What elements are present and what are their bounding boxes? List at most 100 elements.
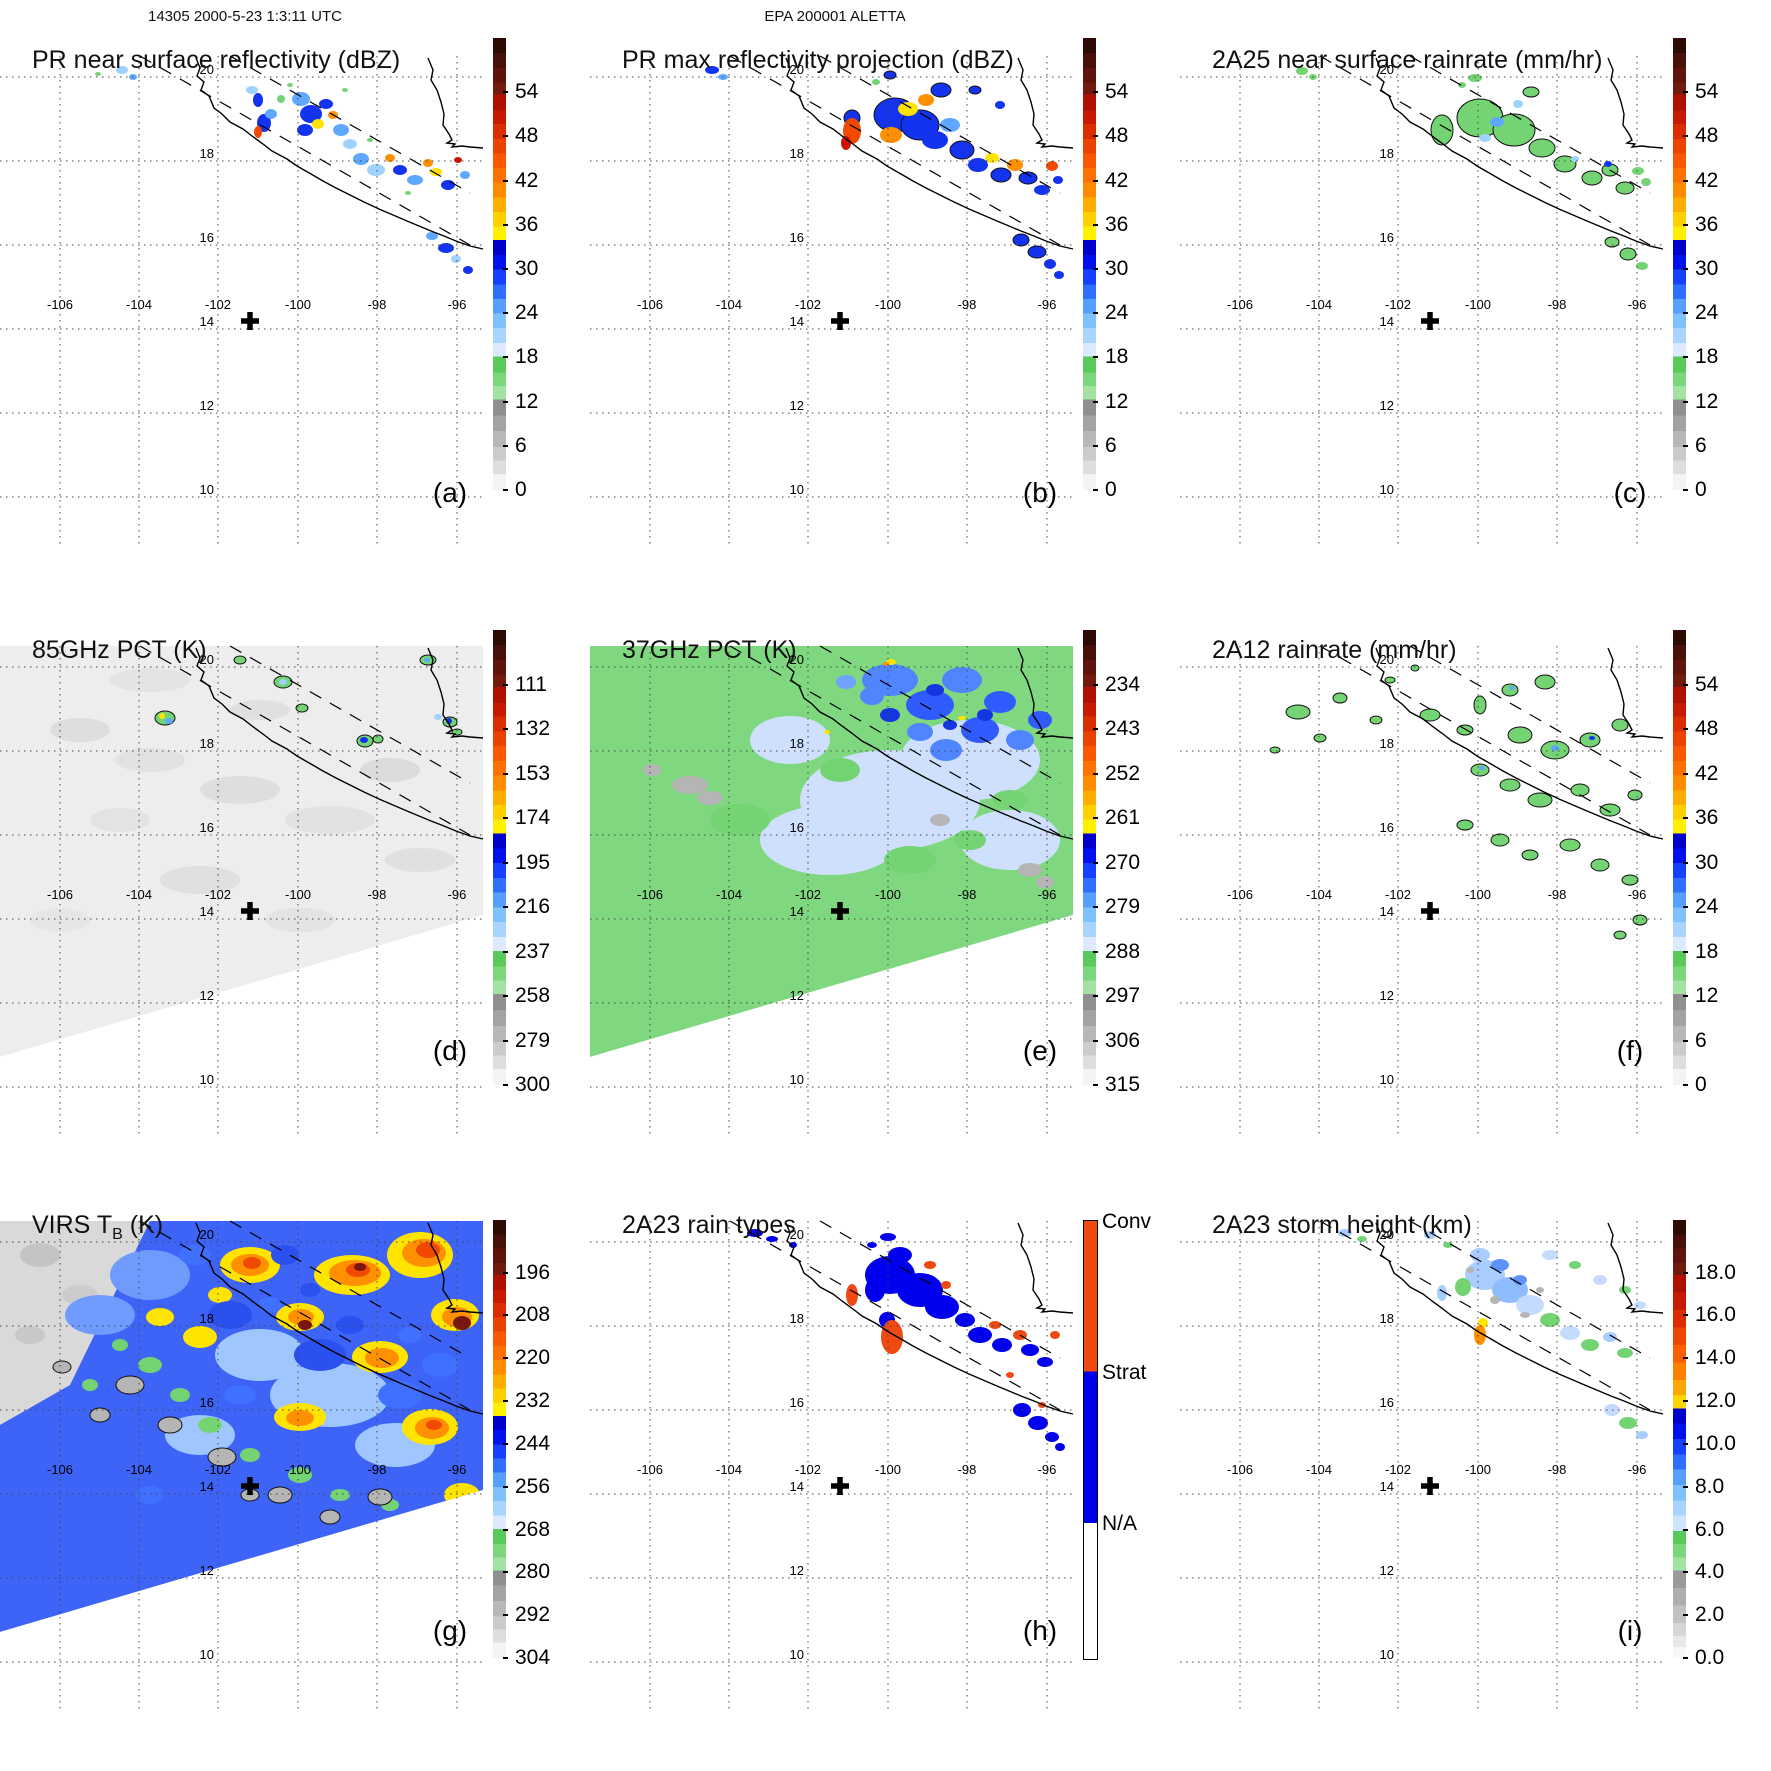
colorbar-label: 216 [515, 895, 551, 919]
svg-text:16: 16 [200, 820, 214, 835]
colorbar-label: 4.0 [1695, 1560, 1725, 1584]
colorbar-tick [503, 489, 508, 492]
colorbar-label: 54 [1695, 672, 1719, 696]
colorbar-label: 8.0 [1695, 1474, 1725, 1498]
map-b: -106 -104 -102 -100 -98 -96 20 18 16 14 12 10 (b) [590, 55, 1074, 545]
colorbar-label: 14.0 [1695, 1346, 1736, 1370]
svg-text:-106: -106 [1227, 887, 1253, 902]
colorbar-label: 48 [1695, 717, 1719, 741]
svg-text:-96: -96 [448, 1462, 467, 1477]
colorbar-tick [1093, 135, 1098, 138]
svg-text:-104: -104 [126, 1462, 152, 1477]
colorbar-label: 244 [515, 1431, 551, 1455]
colorbar-label: 256 [515, 1474, 551, 1498]
panel-letter: (c) [1614, 477, 1647, 508]
colorbar-tick [1093, 179, 1098, 182]
colorbar-label: Conv [1102, 1210, 1152, 1233]
axis-labels: -106 -104 -102 -100 -98 -96 20 18 16 14 12 10 [1227, 652, 1646, 1087]
colorbar-tick [503, 950, 508, 953]
panel-a: -106 -104 -102 -100 -98 -96 20 18 16 14 12 10 (a) PR … [0, 30, 590, 606]
axis-labels: -106 -104 -102 -100 -98 -96 20 18 16 14 12 10 [47, 62, 466, 497]
svg-text:-102: -102 [205, 1462, 231, 1477]
storm-center-cross [1421, 312, 1439, 330]
svg-text:10: 10 [200, 1072, 214, 1087]
svg-text:10: 10 [1380, 1647, 1394, 1662]
colorbar-label: N/A [1102, 1512, 1138, 1536]
swath-data-b [705, 66, 1064, 279]
svg-text:-98: -98 [1548, 887, 1567, 902]
panel-letter: (f) [1617, 1035, 1643, 1066]
colorbar-label: 10.0 [1695, 1431, 1736, 1455]
svg-text:-104: -104 [716, 297, 742, 312]
panel-title: 2A25 near surface rainrate (mm/hr) [1212, 46, 1603, 74]
colorbar-label: 288 [1105, 939, 1141, 963]
colorbar-tick [1683, 950, 1688, 953]
svg-text:-100: -100 [875, 887, 901, 902]
swath-data-g [0, 1221, 483, 1632]
colorbar-tick [503, 1271, 508, 1274]
panel-e: -106 -104 -102 -100 -98 -96 20 18 16 14 12 10 (e) 37G… [590, 620, 1180, 1196]
svg-text:10: 10 [790, 1647, 804, 1662]
svg-text:12: 12 [790, 988, 804, 1003]
svg-text:12: 12 [1380, 398, 1394, 413]
colorbar-label: 6 [1695, 433, 1707, 457]
svg-text:-100: -100 [875, 1462, 901, 1477]
colorbar-tick [503, 91, 508, 94]
panel-title: VIRS TB (K) [32, 1211, 164, 1243]
colorbar-label: 36 [1695, 212, 1719, 236]
panel-title: PR max reflectivity projection (dBZ) [622, 46, 1014, 74]
svg-text:-104: -104 [1306, 297, 1332, 312]
svg-text:-102: -102 [795, 887, 821, 902]
colorbar-label: 2.0 [1695, 1603, 1725, 1627]
swath-data-a [95, 66, 473, 274]
colorbar-tick [1683, 91, 1688, 94]
svg-text:14: 14 [200, 1479, 214, 1494]
colorbar-tick [1683, 312, 1688, 315]
colorbar-label: 220 [515, 1346, 551, 1370]
svg-text:-96: -96 [1038, 887, 1057, 902]
latlon-grid [1180, 1221, 1663, 1710]
svg-text:10: 10 [790, 482, 804, 497]
svg-text:-98: -98 [958, 887, 977, 902]
svg-text:18: 18 [1380, 1311, 1394, 1326]
svg-text:10: 10 [790, 1072, 804, 1087]
axis-labels: -106 -104 -102 -100 -98 -96 20 18 16 14 12 10 [1227, 62, 1646, 497]
colorbar-tick [1683, 1571, 1688, 1574]
colorbar-tick [503, 728, 508, 731]
storm-center-cross [831, 312, 849, 330]
svg-text:-106: -106 [1227, 297, 1253, 312]
colorbar-tick [503, 356, 508, 359]
svg-text:-106: -106 [47, 1462, 73, 1477]
swath-data-e [590, 646, 1073, 1057]
svg-text:-106: -106 [637, 887, 663, 902]
svg-text:-102: -102 [205, 297, 231, 312]
colorbar-tick [1683, 400, 1688, 403]
svg-text:-96: -96 [1038, 297, 1057, 312]
colorbar-tick [1093, 1039, 1098, 1042]
swath-data-i [1338, 1229, 1648, 1439]
colorbar-tick [503, 1485, 508, 1488]
svg-text:-104: -104 [126, 297, 152, 312]
swath-edge-lines [1319, 1220, 1651, 1411]
svg-text:-102: -102 [1385, 887, 1411, 902]
colorbar-label: 24 [1105, 301, 1129, 325]
svg-text:14: 14 [1380, 314, 1394, 329]
latlon-grid [590, 1221, 1073, 1710]
colorbar-label: 12 [1105, 389, 1129, 413]
colorbar-label: 18 [515, 345, 539, 369]
panel-letter: (i) [1618, 1615, 1643, 1646]
svg-text:18: 18 [790, 736, 804, 751]
colorbar-label: 36 [515, 212, 539, 236]
panel-title: 2A12 rainrate (mm/hr) [1212, 636, 1457, 664]
colorbar-label: 48 [1695, 124, 1719, 148]
colorbar-label: 232 [515, 1389, 551, 1413]
panel-letter: (a) [433, 477, 467, 508]
svg-text:-98: -98 [1548, 1462, 1567, 1477]
svg-text:16: 16 [790, 820, 804, 835]
colorbar-e [1083, 630, 1096, 1085]
colorbar-label: 279 [515, 1028, 551, 1052]
colorbar-f [1673, 630, 1686, 1085]
panel-title: 2A23 storm height (km) [1212, 1211, 1472, 1239]
colorbar-label: 304 [515, 1646, 551, 1670]
colorbar-tick [1683, 1271, 1688, 1274]
